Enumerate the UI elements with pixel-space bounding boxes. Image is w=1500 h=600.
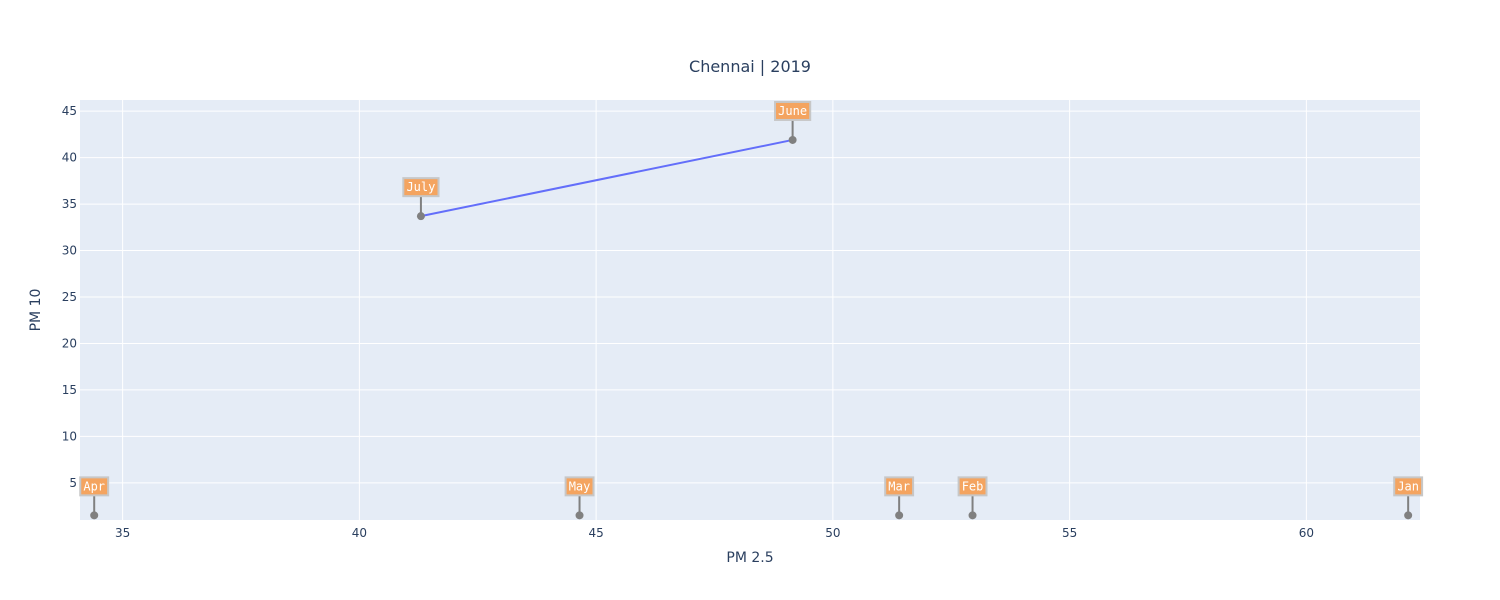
- annotation-box: [402, 177, 440, 198]
- x-tick-label: 45: [588, 526, 603, 540]
- x-axis-title: PM 2.5: [726, 550, 773, 566]
- annotation-label: June: [778, 104, 807, 118]
- annotation-box: [79, 476, 110, 497]
- y-axis-title: PM 10: [28, 289, 44, 332]
- x-tick-label: 60: [1299, 526, 1314, 540]
- point-annotation: Jan: [1393, 476, 1424, 516]
- annotation-label: Jan: [1397, 479, 1419, 493]
- y-tick-label: 30: [62, 244, 77, 258]
- annotation-box: [564, 476, 595, 497]
- grid-x: [122, 100, 1307, 520]
- y-tick-label: 45: [62, 104, 77, 118]
- x-tick-label: 40: [352, 526, 367, 540]
- y-tick-labels: 5 10 15 20 25 30 35 40 45: [62, 104, 77, 490]
- point-annotation: Feb: [957, 476, 988, 516]
- annotation-label: May: [569, 479, 591, 493]
- point-annotation: Apr: [79, 476, 110, 516]
- point-annotation: Mar: [884, 476, 915, 516]
- annotation-box: [1393, 476, 1424, 497]
- chart-title: Chennai | 2019: [689, 57, 811, 76]
- annotations: Apr May Mar Feb Jan July June: [79, 100, 1424, 516]
- y-tick-label: 5: [69, 476, 77, 490]
- y-tick-label: 40: [62, 151, 77, 165]
- y-tick-label: 15: [62, 383, 77, 397]
- point-annotation: May: [564, 476, 595, 516]
- y-tick-label: 20: [62, 336, 77, 350]
- y-tick-label: 10: [62, 429, 77, 443]
- annotation-box: [957, 476, 988, 497]
- plot-background: [80, 100, 1420, 520]
- point-annotation: June: [774, 100, 812, 140]
- x-tick-labels: 35 40 45 50 55 60: [115, 526, 1314, 540]
- series-line: [420, 138, 793, 218]
- grid-y: [80, 110, 1420, 484]
- annotation-box: [774, 100, 812, 121]
- y-tick-label: 35: [62, 197, 77, 211]
- series-line-path: [420, 138, 793, 218]
- y-tick-label: 25: [62, 290, 77, 304]
- annotation-box: [884, 476, 915, 497]
- annotation-label: Mar: [888, 479, 910, 493]
- annotation-label: Apr: [83, 479, 105, 493]
- x-tick-label: 55: [1062, 526, 1077, 540]
- annotation-label: Feb: [962, 479, 984, 493]
- annotation-label: July: [406, 180, 435, 194]
- point-annotation: July: [402, 177, 440, 217]
- x-tick-label: 50: [825, 526, 840, 540]
- x-tick-label: 35: [115, 526, 130, 540]
